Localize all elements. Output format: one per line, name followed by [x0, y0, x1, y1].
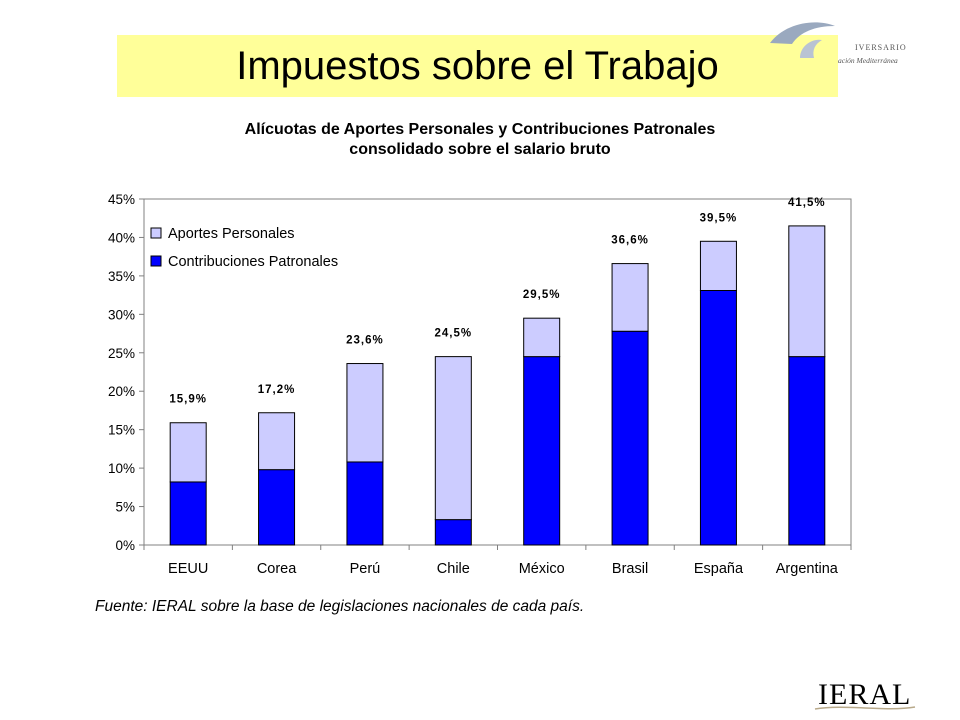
- ieral-logo-text: IERAL: [818, 678, 911, 711]
- y-tick-label: 45%: [108, 192, 135, 207]
- bar-contribuciones: [611, 330, 649, 546]
- data-label-total: 24,5%: [435, 328, 473, 340]
- data-label-total: 41,5%: [788, 197, 826, 209]
- y-tick-label: 5%: [115, 500, 135, 515]
- x-tick-label: Chile: [437, 561, 470, 577]
- data-label-total: 39,5%: [700, 212, 738, 224]
- x-tick-label: Corea: [257, 561, 297, 577]
- x-tick-label: Brasil: [612, 561, 648, 577]
- legend-swatch: [150, 255, 162, 267]
- bar-contribuciones: [258, 469, 296, 546]
- bar-contribuciones: [523, 356, 561, 546]
- ieral-logo: IERAL: [814, 678, 916, 711]
- bar-aportes: [699, 240, 737, 291]
- chart-heading: Alícuotas de Aportes Personales y Contri…: [90, 120, 870, 160]
- bar-aportes: [611, 263, 649, 332]
- bar-contribuciones: [788, 356, 826, 546]
- legend-label: Aportes Personales: [168, 226, 295, 242]
- y-tick-label: 20%: [108, 384, 135, 399]
- foundation-logo-line1: IVERSARIO: [855, 43, 907, 52]
- bar-aportes: [434, 356, 472, 521]
- ieral-logo-underline: [814, 706, 916, 710]
- bar-aportes: [169, 422, 207, 483]
- foundation-logo-curve: [800, 39, 822, 58]
- source-note: Fuente: IERAL sobre la base de legislaci…: [95, 598, 585, 615]
- y-tick-label: 30%: [108, 307, 135, 322]
- y-tick-label: 10%: [108, 461, 135, 476]
- x-tick-label: México: [519, 561, 565, 577]
- bar-contribuciones: [169, 481, 207, 546]
- y-tick-label: 15%: [108, 423, 135, 438]
- bar-aportes: [258, 412, 296, 471]
- bar-contribuciones: [699, 289, 737, 546]
- data-label-total: 23,6%: [346, 335, 384, 347]
- x-tick-label: Perú: [350, 561, 381, 577]
- y-tick-label: 35%: [108, 269, 135, 284]
- chart-subtitle: consolidado sobre el salario bruto: [349, 141, 611, 158]
- legend-swatch: [150, 227, 162, 239]
- data-label-total: 17,2%: [258, 384, 296, 396]
- bar-aportes: [523, 317, 561, 358]
- y-tick-label: 25%: [108, 346, 135, 361]
- bar-aportes: [788, 225, 826, 358]
- foundation-logo-swoosh: [770, 22, 835, 44]
- y-tick-label: 40%: [108, 230, 135, 245]
- y-tick-label: 0%: [115, 538, 135, 553]
- bar-contribuciones: [346, 461, 384, 546]
- x-tick-label: Argentina: [776, 561, 839, 577]
- data-label-total: 15,9%: [169, 394, 207, 406]
- plot-area: [143, 198, 852, 546]
- foundation-logo-line2: ación Mediterránea: [838, 56, 898, 65]
- x-tick-label: EEUU: [168, 561, 208, 577]
- chart-title: Alícuotas de Aportes Personales y Contri…: [244, 121, 716, 138]
- legend-label: Contribuciones Patronales: [168, 254, 338, 270]
- x-tick-label: España: [694, 561, 744, 577]
- data-label-total: 36,6%: [611, 235, 649, 247]
- slide-title: Impuestos sobre el Trabajo: [117, 35, 838, 97]
- bar-aportes: [346, 363, 384, 463]
- data-label-total: 29,5%: [523, 289, 561, 301]
- foundation-logo: IVERSARIO ación Mediterránea: [770, 22, 907, 65]
- bar-contribuciones: [434, 519, 472, 546]
